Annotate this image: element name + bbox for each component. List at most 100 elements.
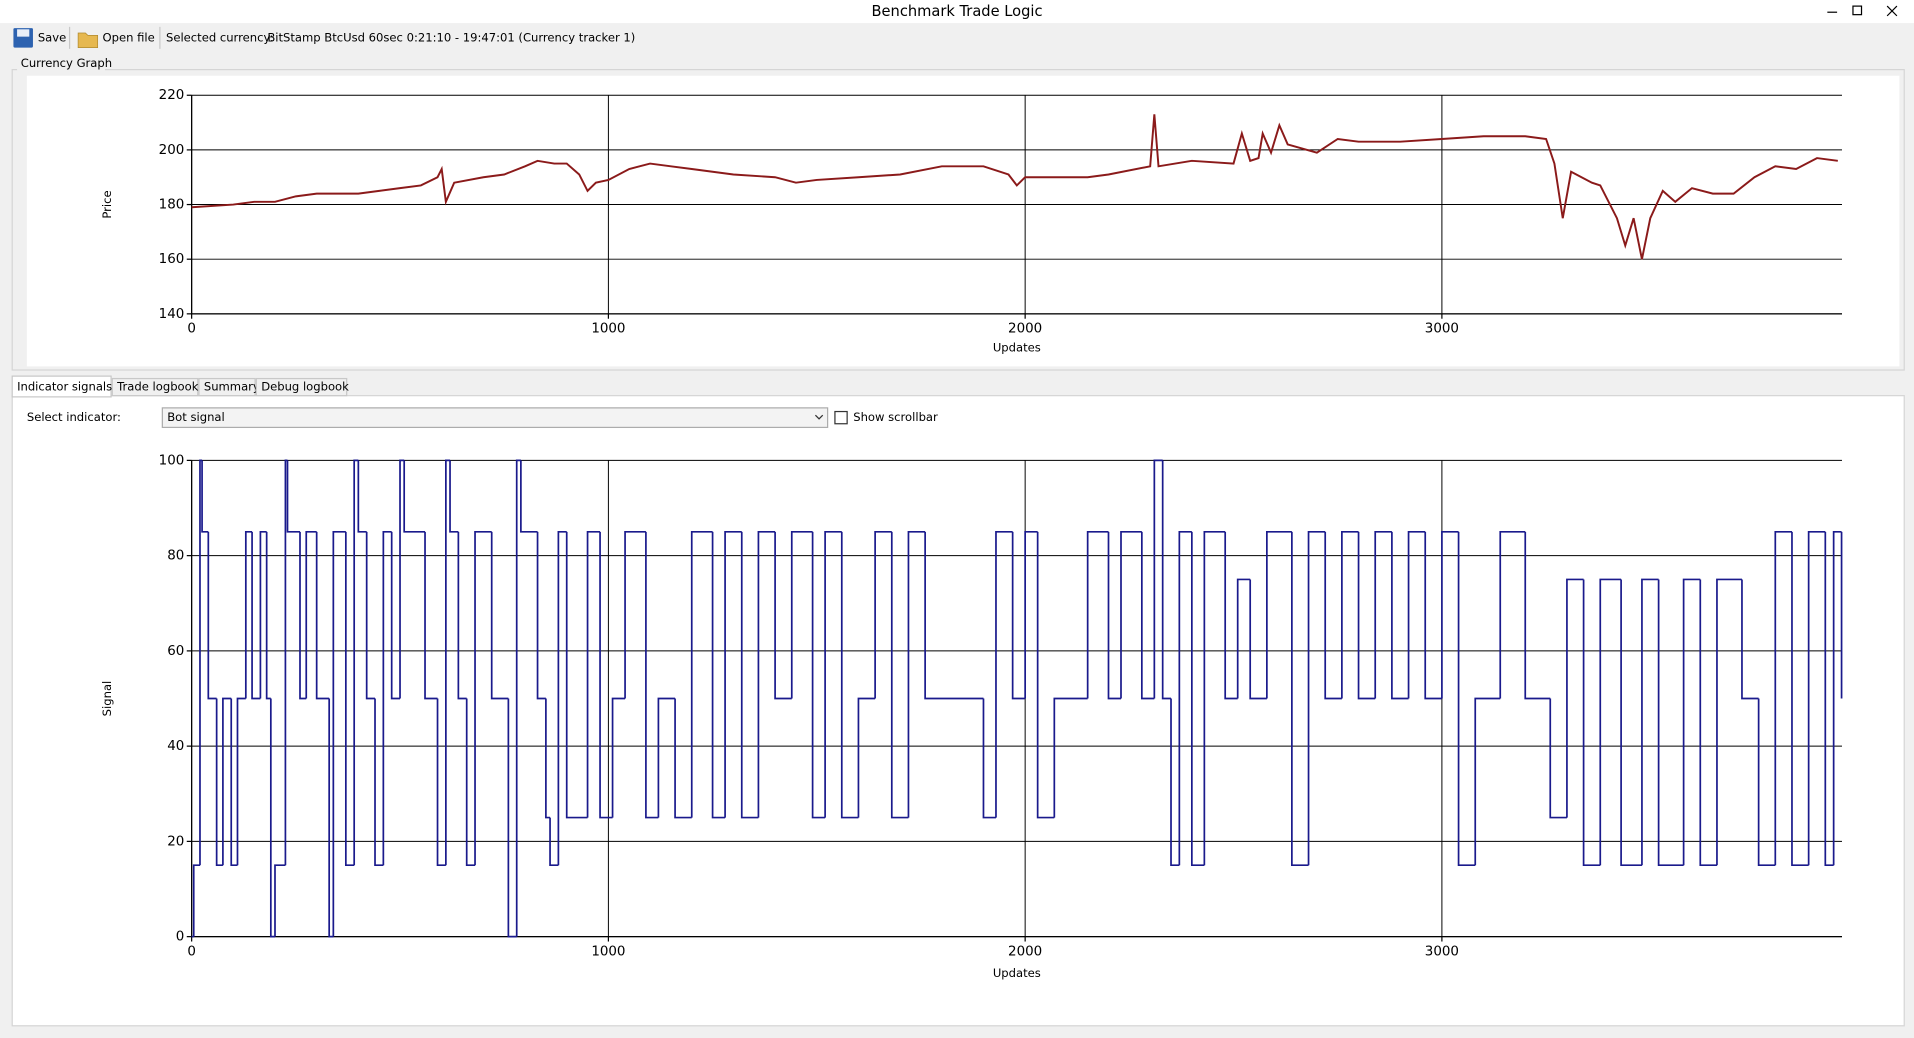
signal-step: [465, 698, 476, 867]
tab[interactable]: [198, 377, 256, 397]
y-tick-label: 140: [159, 307, 185, 322]
signal-step: [1774, 530, 1792, 866]
signal-step: [774, 531, 792, 700]
signal-step: [222, 697, 232, 866]
tab[interactable]: [255, 377, 348, 397]
signal-step: [1699, 579, 1717, 867]
signal-step: [599, 531, 613, 819]
x-tick-label: 3000: [1425, 944, 1459, 959]
tab-label: Trade logbook: [116, 380, 199, 394]
signal-step: [724, 530, 742, 818]
signal-step: [1053, 697, 1088, 818]
signal-step: [657, 697, 676, 818]
x-tick-label: 2000: [1008, 944, 1042, 959]
x-tick-label: 0: [187, 321, 196, 336]
signal-step: [328, 698, 334, 938]
dropdown-arrow: [814, 414, 824, 420]
selected-currency: BitStamp BtcUsd 60sec 0:21:10 - 19:47:01…: [267, 30, 635, 44]
group-box-title-bg: [17, 57, 105, 73]
signal-step: [1236, 578, 1251, 699]
open-icon: [77, 32, 99, 48]
signal-step: [515, 459, 521, 937]
open-file-label: Open file: [103, 30, 155, 44]
signal-step: [1324, 531, 1342, 700]
signal-step: [353, 459, 359, 866]
tab-label: Indicator signals: [17, 380, 112, 394]
signal-step: [645, 531, 659, 819]
x-tick-label: 2000: [1008, 321, 1042, 336]
signal-step: [403, 460, 426, 533]
checkbox-label: Show scrollbar: [853, 410, 938, 424]
signal-step: [1249, 579, 1267, 700]
close-button[interactable]: [1886, 5, 1898, 17]
signal-step: [1036, 531, 1055, 819]
y-axis-label: Price: [100, 190, 114, 218]
signal-step: [1011, 531, 1026, 700]
signal-step: [549, 817, 559, 867]
signal-step: [449, 460, 459, 533]
tab[interactable]: [111, 377, 199, 397]
save-button[interactable]: Save: [13, 28, 66, 48]
signal-step: [344, 531, 355, 867]
signal-step: [1266, 530, 1292, 699]
signal-step: [274, 864, 286, 937]
signal-step: [1391, 531, 1409, 700]
y-tick-label: 180: [159, 198, 185, 213]
scrollbar-checkbox[interactable]: [834, 410, 848, 425]
signal-step: [1641, 578, 1659, 866]
signal-step: [690, 530, 713, 818]
y-axis-label: Signal: [100, 681, 114, 717]
signal-step: [474, 530, 492, 866]
tab[interactable]: [11, 375, 112, 398]
x-axis-label: Updates: [993, 341, 1041, 355]
signal-step: [1224, 531, 1238, 700]
signal-step: [357, 460, 367, 533]
signal-step: [1832, 530, 1842, 866]
signal-step: [332, 530, 346, 937]
signal-step: [757, 530, 776, 818]
signal-step: [1741, 579, 1759, 700]
signal-step: [251, 531, 261, 700]
signal-step: [1716, 578, 1742, 866]
window-title: Benchmark Trade Logic: [871, 3, 1042, 20]
x-tick-label: 1000: [591, 321, 625, 336]
select-indicator-label: Select indicator:: [27, 410, 121, 424]
signal-step: [790, 530, 813, 699]
signal-step: [286, 460, 300, 533]
indicator-dropdown[interactable]: [161, 407, 829, 429]
signal-step: [1582, 579, 1601, 867]
open-file-button[interactable]: Open file: [77, 30, 155, 48]
signal-step: [1178, 530, 1192, 866]
signal-step: [365, 531, 376, 700]
signal-step: [230, 698, 238, 867]
signal-step: [1153, 459, 1163, 699]
signal-step: [1441, 530, 1459, 699]
signal-step: [1807, 530, 1826, 866]
signal-step: [1120, 530, 1142, 699]
signal-step: [1824, 531, 1834, 867]
x-axis-label: Updates: [993, 966, 1041, 980]
signal-step: [457, 531, 467, 700]
signal-step: [1657, 579, 1684, 867]
signal-step: [874, 530, 892, 699]
signal-step: [811, 531, 826, 819]
signal-step: [445, 459, 451, 866]
x-tick-label: 1000: [591, 944, 625, 959]
signal-step: [536, 531, 546, 700]
signal-step: [436, 698, 446, 867]
tab-panel: [11, 395, 1905, 1027]
signal-step: [982, 698, 996, 819]
signal-step: [586, 530, 601, 818]
y-tick-label: 220: [159, 88, 185, 103]
signal-step: [1499, 530, 1526, 699]
x-tick-label: 3000: [1425, 321, 1459, 336]
restore-button[interactable]: [1852, 5, 1863, 16]
signal-step: [1407, 530, 1426, 699]
signal-step: [207, 531, 217, 700]
signal-step: [907, 530, 926, 818]
save-icon-label: [17, 29, 30, 37]
signal-step: [1474, 697, 1501, 866]
price-line: [191, 114, 1838, 260]
signal-step: [1457, 531, 1476, 867]
